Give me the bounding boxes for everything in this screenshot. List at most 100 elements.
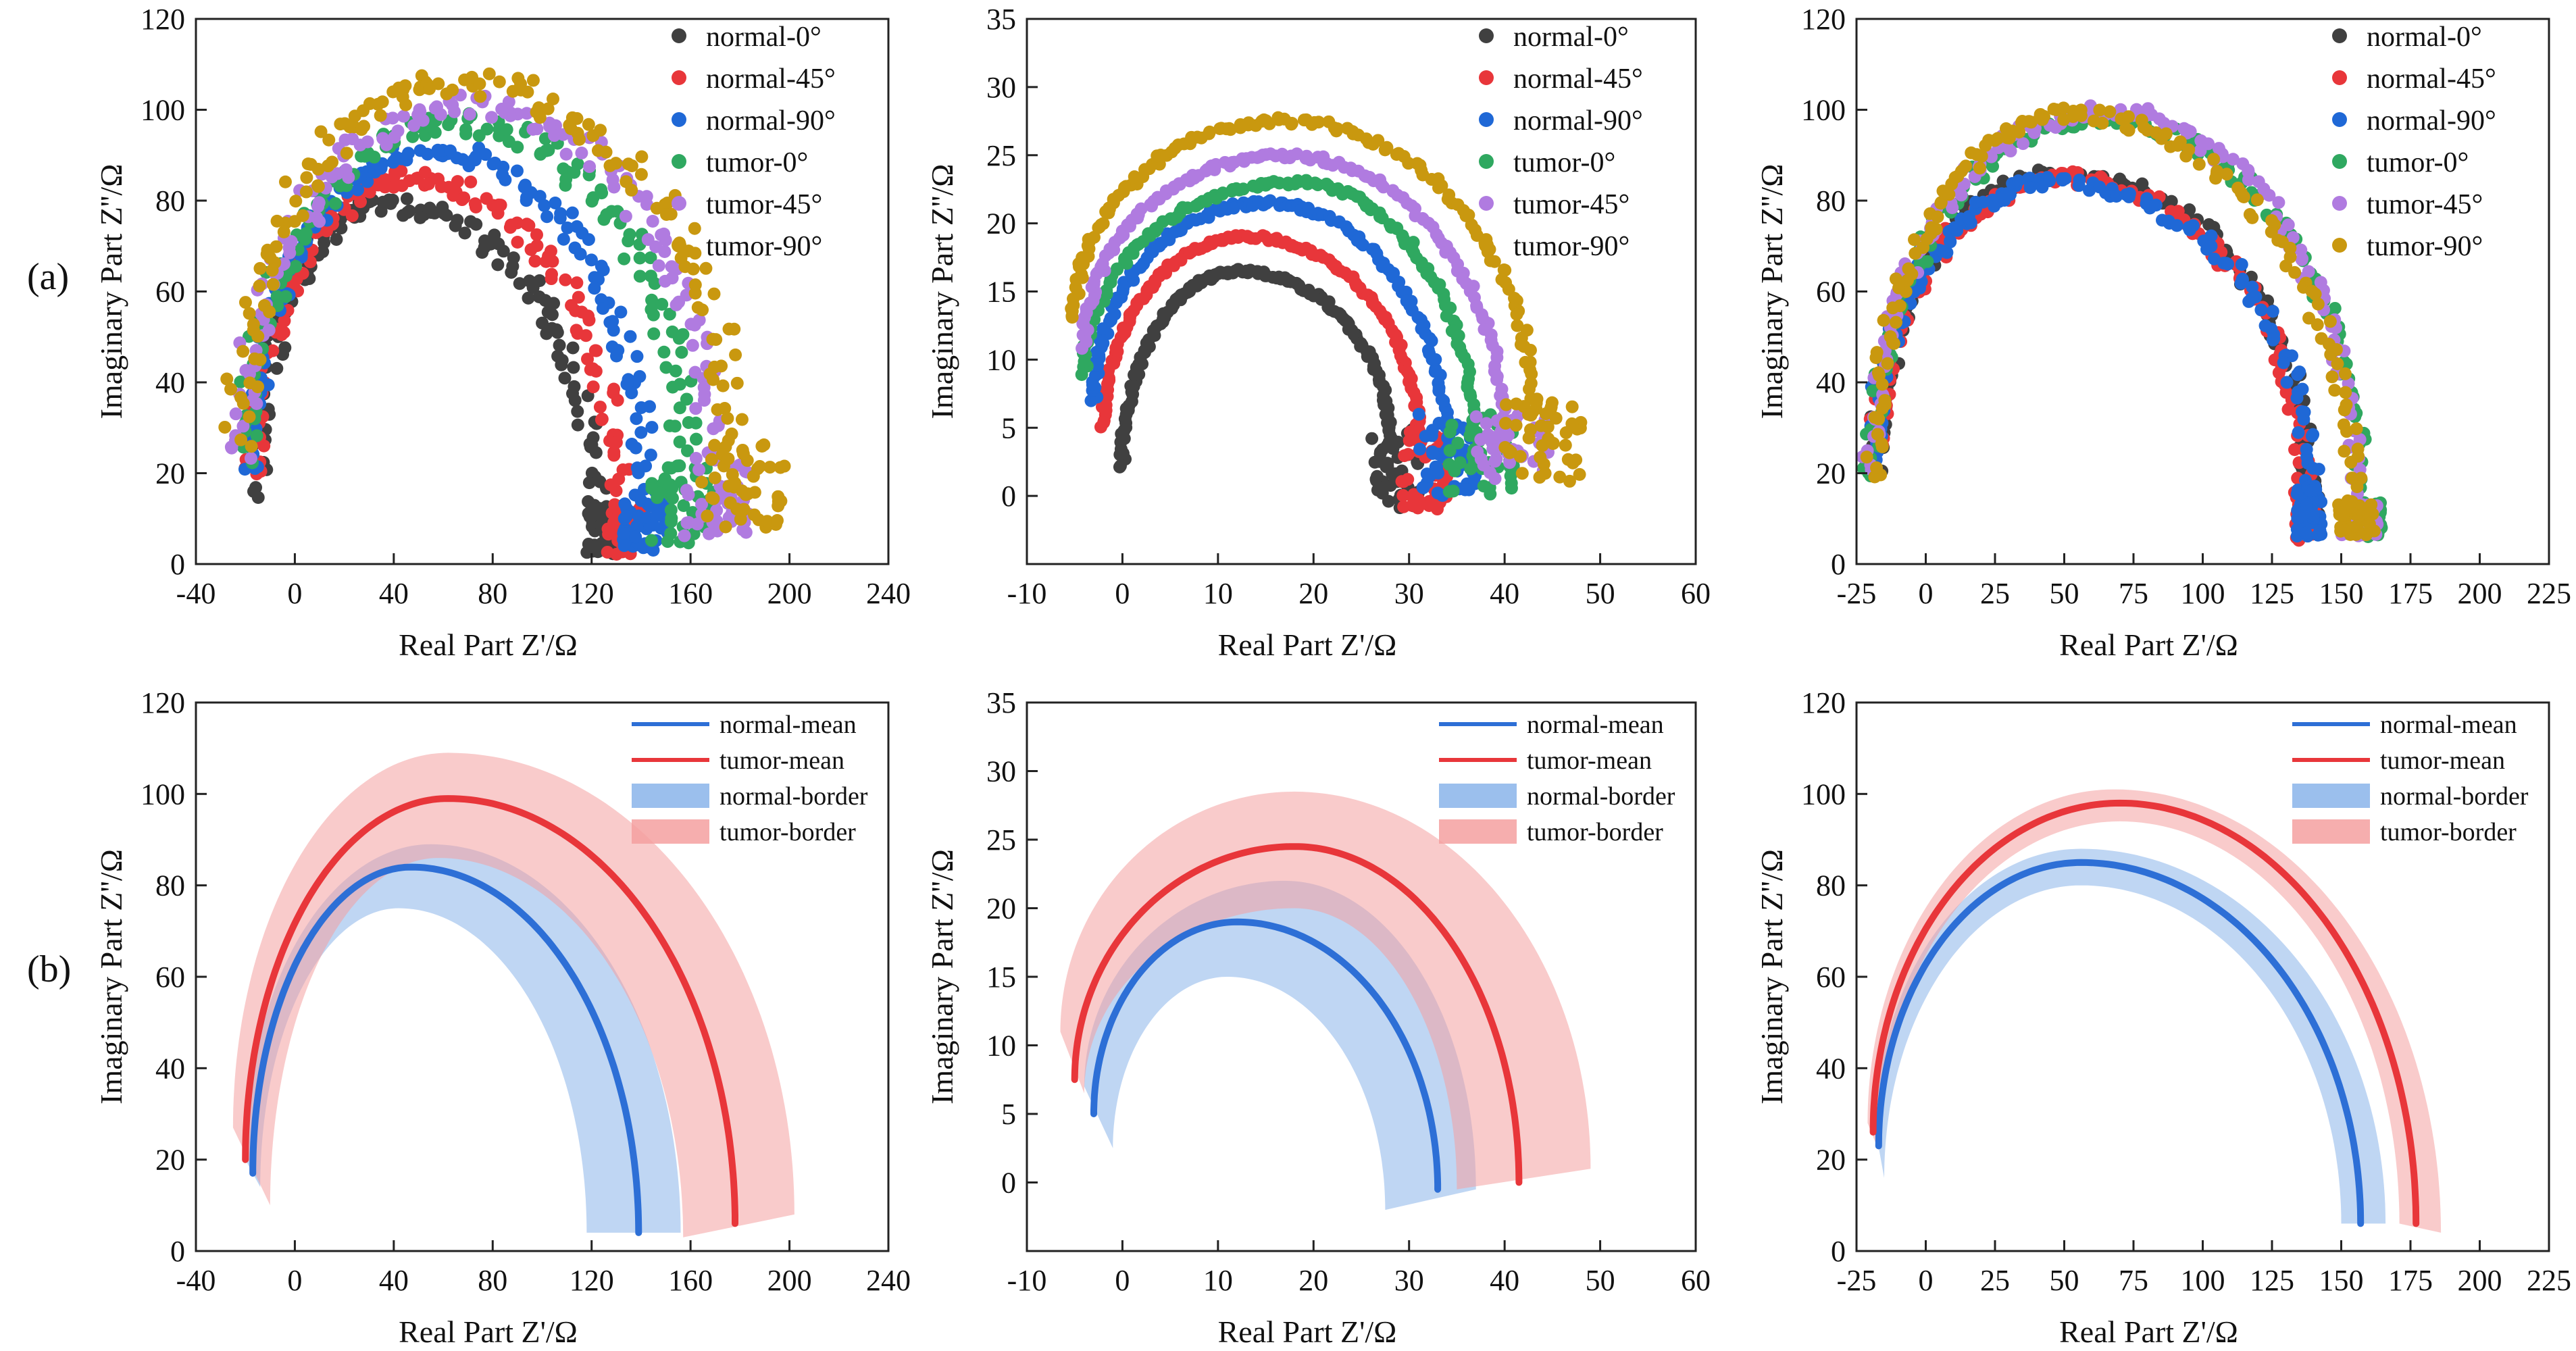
data-point [664,527,678,540]
data-point [351,183,365,197]
data-point [384,197,397,210]
x-tick-label: 25 [1980,1264,2010,1297]
legend-label: normal-45° [2367,63,2496,95]
data-point [1226,155,1239,169]
data-point [413,105,427,118]
data-point [735,413,749,426]
band-normal-border [1084,880,1476,1210]
data-point [558,372,572,385]
data-point [659,361,673,374]
x-tick-label: 200 [2458,1264,2502,1297]
data-point [678,529,691,542]
data-point [609,484,623,497]
data-point [270,214,284,228]
data-point [356,104,370,118]
data-point [2293,365,2306,379]
data-point [2290,391,2304,405]
data-point [2036,113,2049,126]
data-point [699,261,713,275]
y-tick-label: 40 [1816,366,1846,399]
data-point [428,206,441,220]
data-point [583,160,597,174]
data-point [311,179,325,193]
data-point [690,517,704,531]
data-point [236,419,250,433]
data-point [565,206,579,220]
data-point [497,245,510,258]
y-axis-title: Imaginary Part Z''/Ω [94,849,128,1104]
x-tick-label: 40 [1490,1264,1519,1297]
y-tick-label: 10 [986,343,1016,376]
data-point [1970,148,1984,161]
data-point [2235,257,2248,271]
data-point [247,324,260,337]
x-axis-title: Real Part Z'/Ω [399,628,578,662]
legend-label: tumor-mean [2380,746,2505,775]
data-point [2328,384,2342,397]
data-point [1553,470,1567,484]
data-point [646,215,659,228]
y-tick-label: 80 [155,184,185,218]
data-point [1401,448,1415,461]
y-tick-label: 15 [986,276,1016,309]
x-tick-label: 175 [2388,1264,2433,1297]
data-point [1422,499,1436,513]
data-point [448,105,461,118]
line-normal-mean [1090,918,1442,1193]
data-point [1500,430,1513,444]
data-point [728,322,741,336]
data-point [1984,150,1998,163]
data-point [689,402,703,415]
data-point [673,401,686,415]
data-point [520,107,534,120]
data-point [2246,280,2259,294]
legend-marker [1479,154,1494,169]
data-point [755,440,769,453]
data-point [2305,429,2319,442]
x-tick-label: 10 [1203,1264,1233,1297]
data-point [1866,384,1879,398]
data-point [289,195,303,208]
data-point [695,476,709,489]
data-point [277,326,291,339]
data-point [664,207,678,221]
x-tick-label: 60 [1681,577,1711,610]
data-point [464,175,478,188]
data-point [546,255,559,268]
data-point [253,261,267,275]
series-normal-0° [1113,263,1425,515]
data-point [774,461,787,474]
x-tick-label: 200 [2458,577,2502,610]
data-point [474,90,487,103]
data-point [2266,305,2279,318]
x-tick-label: 225 [2527,1264,2571,1297]
legend-label: tumor-45° [706,189,822,220]
data-point [266,278,280,291]
x-tick-label: 50 [1586,1264,1615,1297]
data-point [249,481,263,494]
data-point [338,117,351,130]
data-point [1511,319,1524,332]
data-point [1881,357,1894,370]
y-tick-label: 20 [155,1144,185,1177]
legend-label: normal-border [1527,782,1675,811]
data-point [747,469,760,483]
data-point [640,197,653,211]
data-point [2277,356,2290,369]
x-tick-label: 100 [2181,577,2225,610]
data-point [432,172,445,186]
data-point [2324,348,2338,361]
data-point [571,157,584,171]
data-point [675,346,688,359]
panel-b1: -40 0 40 80 120 160 200 240020406080100120Real … [94,686,911,1349]
data-point [689,416,703,430]
data-point [2149,199,2163,212]
data-point [2023,172,2036,185]
data-point [1446,484,1460,498]
data-point [633,270,647,283]
legend-marker [2332,154,2347,169]
legend-marker [672,196,686,211]
data-point [2204,239,2218,253]
data-point [611,393,624,407]
series-tumor-90° [1860,101,2381,542]
